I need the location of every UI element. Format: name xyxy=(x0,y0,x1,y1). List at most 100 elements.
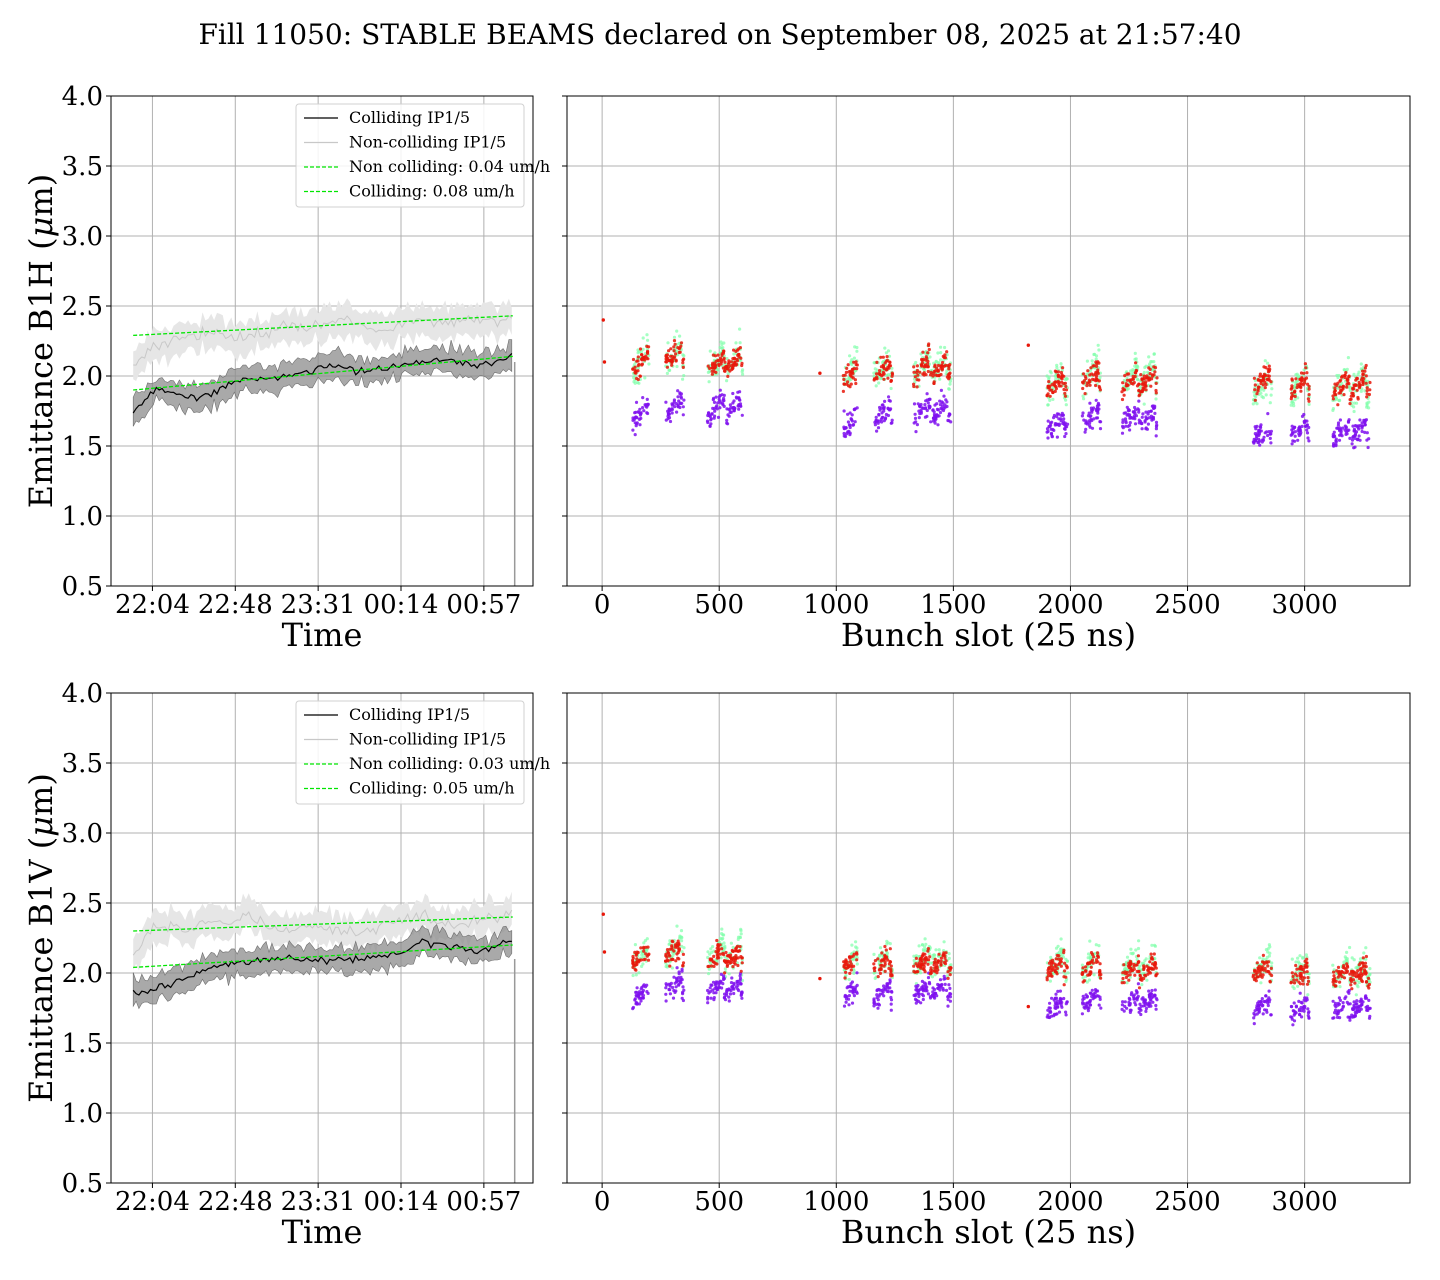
scatter-point xyxy=(674,976,679,981)
x-tick-label: 1500 xyxy=(920,1187,986,1217)
scatter-point xyxy=(679,929,684,933)
scatter-point xyxy=(631,954,635,959)
scatter-point xyxy=(1298,954,1302,958)
scatter-point xyxy=(1293,394,1297,399)
scatter-point xyxy=(1085,381,1089,385)
scatter-point xyxy=(717,363,721,368)
scatter-point xyxy=(1083,374,1087,379)
x-axis-label: Time xyxy=(282,616,363,654)
scatter-point xyxy=(740,996,744,1000)
scatter-point xyxy=(1098,386,1102,390)
scatter-point xyxy=(1298,972,1302,976)
scatter-point xyxy=(1365,386,1369,390)
scatter-point xyxy=(1293,434,1297,438)
scatter-point xyxy=(1046,971,1050,975)
scatter-point xyxy=(843,434,848,439)
scatter-point xyxy=(919,408,923,412)
scatter-point xyxy=(1085,1004,1089,1009)
scatter-point xyxy=(1137,939,1141,943)
scatter-point xyxy=(1257,1009,1261,1013)
scatter-point xyxy=(730,976,734,980)
scatter-point xyxy=(1133,1001,1137,1005)
scatter-point xyxy=(847,423,852,427)
scatter-point xyxy=(849,382,853,386)
scatter-point xyxy=(943,982,947,987)
scatter-point xyxy=(1258,425,1262,429)
scatter-point xyxy=(926,351,930,355)
scatter-point xyxy=(1307,439,1311,443)
scatter-point xyxy=(936,369,940,373)
scatter-point xyxy=(923,945,927,949)
colliding-band xyxy=(132,339,513,427)
scatter-point xyxy=(1056,373,1060,378)
scatter-point xyxy=(681,361,685,365)
scatter-point xyxy=(1267,364,1271,368)
scatter-point xyxy=(712,954,716,959)
scatter-point xyxy=(706,950,710,954)
scatter-point xyxy=(1254,438,1258,443)
scatter-point xyxy=(1087,411,1091,415)
scatter-point xyxy=(924,373,928,377)
scatter-point xyxy=(1054,996,1059,1000)
scatter-point xyxy=(928,996,933,1000)
scatter-point xyxy=(1300,424,1304,428)
scatter-point xyxy=(886,349,891,353)
scatter-point xyxy=(842,409,846,413)
scatter-point xyxy=(1088,939,1092,943)
scatter-point xyxy=(1301,956,1305,960)
scatter-point xyxy=(922,965,926,969)
scatter-point xyxy=(731,357,735,361)
scatter-point xyxy=(722,977,726,981)
scatter-point xyxy=(946,418,950,423)
scatter-point xyxy=(926,947,931,951)
scatter-point xyxy=(1142,374,1146,378)
scatter-point xyxy=(1050,435,1054,439)
scatter-point xyxy=(726,374,730,378)
scatter-point xyxy=(1121,1000,1125,1004)
scatter-point xyxy=(707,411,711,415)
scatter-point xyxy=(642,409,646,413)
scatter-point xyxy=(890,366,894,370)
scatter-series-scatter_green xyxy=(631,924,1372,997)
scatter-point xyxy=(1258,443,1262,447)
scatter-point xyxy=(723,944,727,948)
scatter-point xyxy=(1303,965,1307,970)
scatter-point xyxy=(722,996,727,1000)
scatter-point xyxy=(681,405,685,409)
scatter-point xyxy=(842,1004,847,1008)
scatter-point xyxy=(1148,362,1152,366)
scatter-point xyxy=(848,985,852,989)
scatter-point xyxy=(880,416,884,420)
scatter-point xyxy=(708,990,713,994)
scatter-point xyxy=(1125,383,1129,387)
scatter-point xyxy=(1339,378,1343,382)
scatter-point xyxy=(875,360,879,364)
scatter-point xyxy=(678,334,682,338)
scatter-point xyxy=(736,956,740,960)
scatter-point xyxy=(928,982,932,986)
scatter-point xyxy=(943,977,947,981)
scatter-point xyxy=(939,959,943,963)
scatter-point xyxy=(933,991,938,995)
scatter-point xyxy=(1364,965,1368,969)
scatter-point xyxy=(1054,964,1058,968)
scatter-point xyxy=(1365,1008,1369,1012)
scatter-point xyxy=(1303,379,1307,383)
scatter-point xyxy=(927,342,931,346)
scatter-point xyxy=(732,991,736,996)
scatter-point xyxy=(1098,427,1103,431)
scatter-point xyxy=(731,945,735,950)
scatter-point xyxy=(1137,1006,1141,1011)
scatter-point xyxy=(710,372,715,376)
scatter-point xyxy=(850,371,854,375)
scatter-point xyxy=(937,952,941,956)
scatter-point xyxy=(712,400,717,404)
scatter-point xyxy=(670,966,675,970)
scatter-point xyxy=(918,987,923,991)
scatter-point xyxy=(1122,1009,1126,1013)
scatter-point xyxy=(923,403,927,407)
scatter-point xyxy=(1129,372,1134,376)
scatter-point xyxy=(1363,366,1367,370)
scatter-point xyxy=(1046,392,1050,396)
scatter-point xyxy=(1140,427,1144,431)
